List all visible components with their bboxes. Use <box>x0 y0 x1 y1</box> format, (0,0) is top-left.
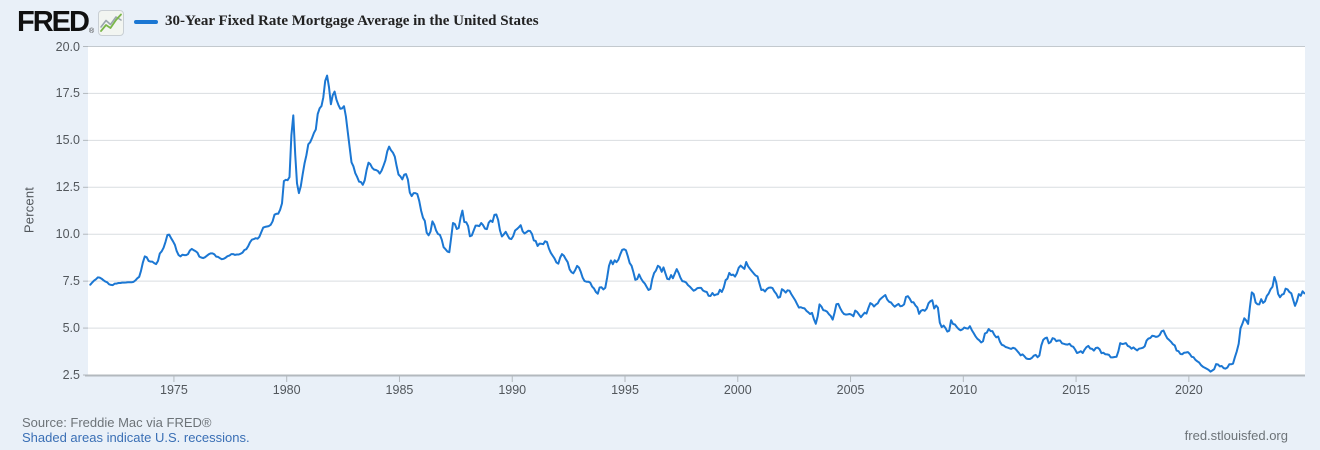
x-tick-label: 1995 <box>611 383 639 397</box>
fred-sparkline-icon <box>98 10 125 36</box>
x-tick-label: 2020 <box>1174 383 1203 397</box>
x-tick-label: 2000 <box>723 383 752 397</box>
x-tick-label: 1990 <box>498 383 527 397</box>
x-tick-label: 2005 <box>836 383 865 397</box>
y-tick-label: 12.5 <box>55 180 80 195</box>
y-tick-label: 7.5 <box>62 274 80 289</box>
x-tick-label: 2015 <box>1062 383 1090 397</box>
y-tick-label: 15.0 <box>55 133 80 148</box>
y-tick-label: 20.0 <box>55 39 80 54</box>
plot-area[interactable] <box>88 46 1305 375</box>
x-tick-label: 1980 <box>272 383 301 397</box>
series-color-swatch <box>134 19 158 24</box>
fred-logo-text: FRED <box>17 5 90 38</box>
source-text: Source: Freddie Mac via FRED® <box>22 415 212 430</box>
fred-site-link[interactable]: fred.stlouisfed.org <box>1184 428 1288 443</box>
y-tick-label: 5.0 <box>62 321 80 336</box>
x-tick-label: 1975 <box>160 383 188 397</box>
x-tick-label: 1985 <box>385 383 414 397</box>
fred-logo-link[interactable]: FRED ® <box>17 5 125 38</box>
recession-note-link[interactable]: Shaded areas indicate U.S. recessions. <box>22 430 250 445</box>
plot-background <box>88 46 1305 375</box>
registered-trademark-symbol: ® <box>88 28 95 35</box>
series-title: 30-Year Fixed Rate Mortgage Average in t… <box>165 13 539 29</box>
y-tick-label: 10.0 <box>55 227 80 242</box>
series-line <box>89 74 1305 373</box>
y-tick-label: 2.5 <box>62 368 80 382</box>
y-tick-label: 17.5 <box>55 86 80 101</box>
x-tick-label: 2010 <box>949 383 978 397</box>
chart-legend: 30-Year Fixed Rate Mortgage Average in t… <box>134 13 539 30</box>
